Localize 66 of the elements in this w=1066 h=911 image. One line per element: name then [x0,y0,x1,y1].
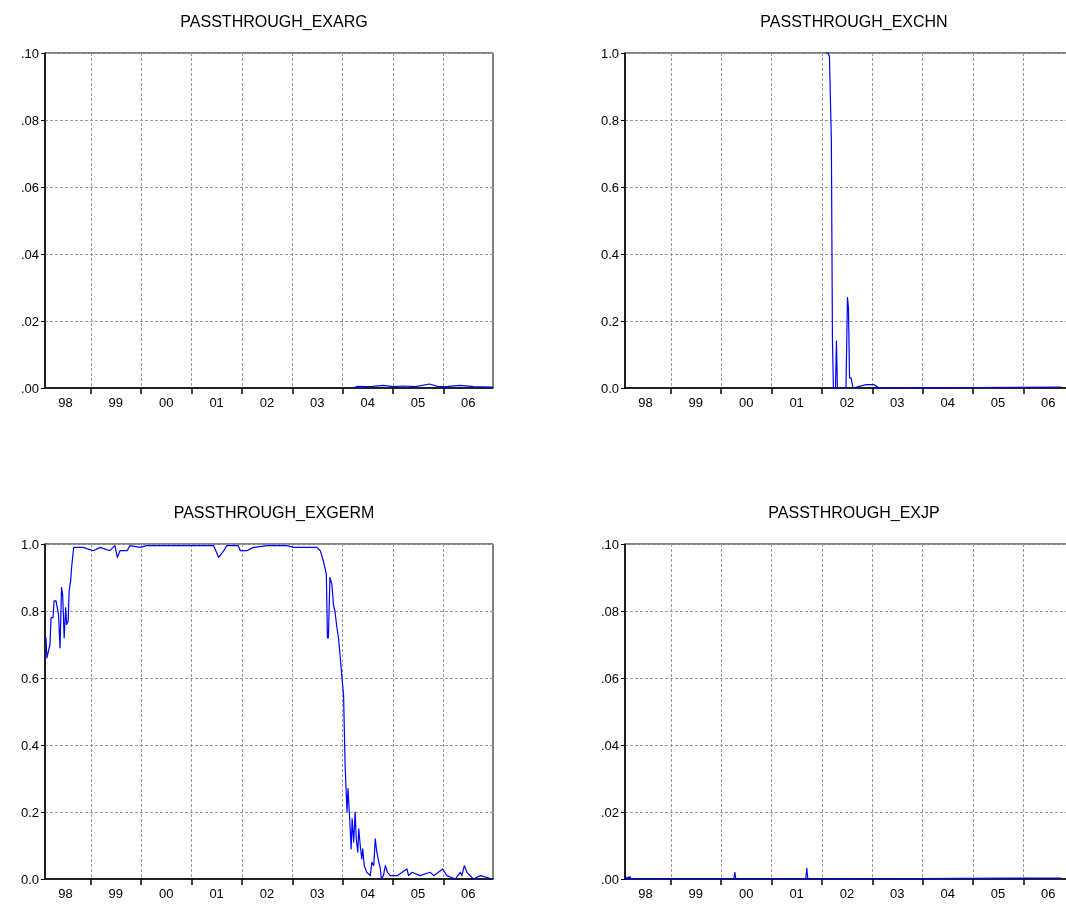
x-tick-label: 01 [789,395,804,410]
x-tick-label: 03 [890,395,905,410]
y-tick-label: .10 [20,45,39,61]
line-series [825,52,1062,389]
y-tick-label: 0.2 [600,313,619,329]
y-tick-label: .02 [20,313,39,329]
x-tick-label: 00 [159,886,174,901]
x-tick-label: 02 [259,395,275,410]
y-tick-label: .10 [600,536,619,552]
x-tick-label: 04 [360,886,375,901]
y-tick-label: 0.2 [20,804,39,820]
y-tick-label: .08 [20,112,39,128]
x-tick-label: 98 [638,886,653,901]
x-tick-label: 05 [410,395,426,410]
x-tick-label: 99 [688,886,704,901]
y-tick-label: .06 [600,670,619,686]
x-tick-label: 05 [410,886,426,901]
x-tick-label: 98 [638,395,653,410]
y-tick-label: 0.4 [20,737,39,753]
chart-title: PASSTHROUGH_EXCHN [760,12,948,31]
y-tick-label: .00 [20,380,39,396]
x-tick-label: 00 [739,886,754,901]
x-tick-label: 03 [890,886,905,901]
x-tick-label: 05 [990,395,1006,410]
y-tick-label: 1.0 [600,45,619,61]
x-tick-label: 98 [58,395,73,410]
y-tick-label: 0.4 [600,246,619,262]
y-tick-label: .06 [20,179,39,195]
y-tick-label: .00 [600,871,619,887]
x-tick-label: 98 [58,886,73,901]
x-tick-label: 05 [990,886,1006,901]
x-tick-label: 00 [159,395,174,410]
x-tick-label: 02 [839,395,855,410]
x-tick-label: 02 [839,886,855,901]
x-tick-label: 06 [1041,886,1056,901]
chart-title: PASSTHROUGH_EXARG [180,12,368,31]
y-tick-label: 1.0 [20,536,39,552]
x-tick-label: 01 [209,886,224,901]
chart-title: PASSTHROUGH_EXJP [768,503,940,522]
x-tick-label: 99 [108,395,124,410]
x-tick-label: 03 [310,395,325,410]
x-tick-label: 06 [1041,395,1056,410]
y-tick-label: 0.8 [20,603,39,619]
x-tick-label: 04 [940,886,955,901]
x-tick-label: 00 [739,395,754,410]
y-tick-label: .02 [600,804,619,820]
y-tick-label: .04 [600,737,619,753]
x-tick-label: 01 [789,886,804,901]
x-tick-label: 04 [360,395,375,410]
x-tick-label: 99 [688,395,704,410]
y-tick-label: 0.0 [600,380,619,396]
x-tick-label: 99 [108,886,124,901]
chart-title: PASSTHROUGH_EXGERM [173,503,375,522]
y-tick-label: .04 [20,246,39,262]
x-tick-label: 01 [209,395,224,410]
x-tick-label: 06 [461,395,476,410]
x-tick-label: 04 [940,395,955,410]
y-tick-label: 0.6 [600,179,619,195]
x-tick-label: 03 [310,886,325,901]
line-series [624,867,1062,880]
y-tick-label: 0.8 [600,112,619,128]
y-tick-label: .08 [600,603,619,619]
x-tick-label: 02 [259,886,275,901]
y-tick-label: 0.6 [20,670,39,686]
x-tick-label: 06 [461,886,476,901]
y-tick-label: 0.0 [20,871,39,887]
